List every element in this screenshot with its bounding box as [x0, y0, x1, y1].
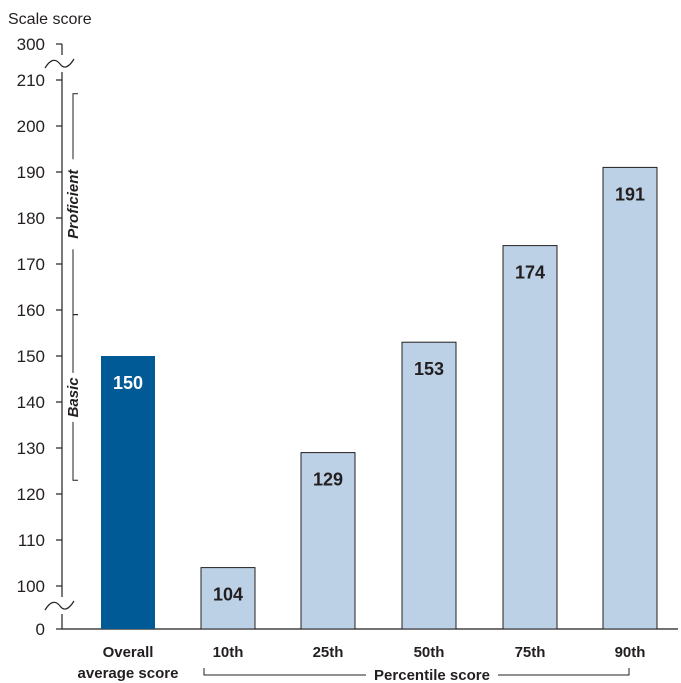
bar-overall-average-score [101, 356, 155, 629]
y-tick-label: 160 [17, 301, 45, 320]
y-tick-label: 120 [17, 485, 45, 504]
x-tick-label: 10th [213, 644, 244, 661]
y-tick-label: 130 [17, 439, 45, 458]
bar-value-label: 104 [213, 585, 243, 605]
y-tick-label: 180 [17, 209, 45, 228]
range-bracket-line [72, 249, 78, 316]
y-tick-label: 140 [17, 393, 45, 412]
axis-layer: 0 100 110 120 130 140 150 160 170 180 190 200 210 300 [17, 35, 678, 639]
bar-value-label: 129 [313, 470, 343, 490]
y-tick-label: 190 [17, 163, 45, 182]
axis-break-icon [44, 58, 75, 69]
bar-10th [200, 567, 256, 630]
range-bracket-line [72, 314, 78, 373]
x-tick-label: 25th [313, 644, 344, 661]
bar-value-label: 174 [515, 263, 545, 283]
x-tick-label: 50th [414, 644, 445, 661]
y-tick-label: 210 [17, 71, 45, 90]
bar-value-label: 150 [113, 373, 143, 393]
bar-value-label: 153 [414, 359, 444, 379]
y-tick-label: 110 [18, 531, 45, 550]
y-tick-label: 300 [17, 35, 45, 54]
range-bracket-line [72, 93, 78, 160]
range-label: Proficient [65, 169, 82, 239]
y-tick-label: 100 [17, 577, 45, 596]
category-labels: Overall average score 10th 25th 50th 75th 90th… [78, 644, 646, 683]
bar-90th [602, 166, 658, 630]
bars: 150 104 129 153 174 191 [101, 166, 658, 630]
x-tick-label: average score [78, 665, 179, 682]
range-bracket-basic: Basic [65, 314, 82, 481]
x-tick-label: 90th [615, 644, 646, 661]
group-bracket-line [203, 668, 366, 676]
axis-break-icon [44, 600, 75, 611]
bar-75th [502, 245, 558, 630]
bar-value-label: 191 [615, 184, 645, 204]
x-tick-label: Overall [103, 644, 154, 661]
group-bracket-line [498, 668, 630, 676]
bar-50th [401, 341, 457, 630]
bar-25th [300, 452, 356, 630]
range-brackets: Proficient Basic [65, 93, 82, 481]
y-axis-title: Scale score [8, 11, 92, 28]
range-label: Basic [65, 377, 82, 418]
y-tick-label: 150 [17, 347, 45, 366]
group-label: Percentile score [374, 667, 490, 683]
range-bracket-proficient: Proficient [65, 93, 82, 316]
y-tick-label: 170 [17, 255, 45, 274]
y-tick-label: 200 [17, 117, 45, 136]
range-bracket-line [72, 421, 78, 481]
x-tick-label: 75th [515, 644, 546, 661]
y-tick-label: 0 [36, 620, 45, 639]
